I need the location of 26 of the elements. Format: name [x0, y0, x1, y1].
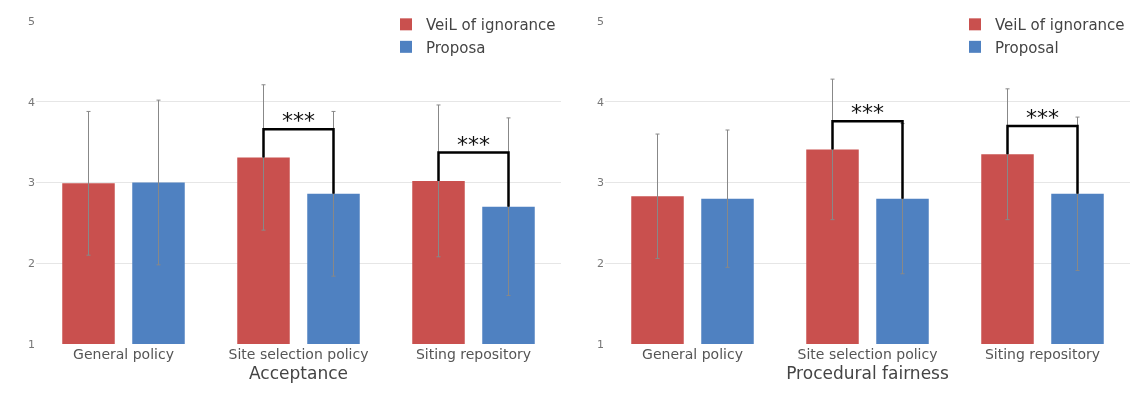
y-tick-label: 1 [28, 337, 35, 351]
legend-label: Proposa [426, 38, 486, 57]
x-tick-label: Site selection policy [797, 346, 938, 362]
legend-label: Proposal [995, 38, 1059, 57]
y-tick-label: 4 [597, 95, 604, 109]
annotation: *** [851, 100, 884, 125]
y-tick-label: 3 [597, 176, 604, 190]
annotation: *** [457, 132, 490, 157]
annotation: *** [282, 108, 315, 133]
legend-label: VeiL of ignorance [995, 16, 1125, 35]
y-tick-label: 3 [28, 176, 35, 190]
y-tick-label: 5 [28, 14, 35, 28]
annotation: *** [1026, 105, 1059, 130]
y-tick-label: 2 [28, 257, 35, 271]
x-tick-label: Siting repository [984, 346, 1101, 362]
x-tick-label: Site selection policy [228, 346, 369, 362]
y-tick-label: 4 [28, 95, 35, 109]
x-axis-title: Acceptance [249, 363, 348, 384]
x-tick-label: Siting repository [415, 346, 532, 362]
y-tick-label: 5 [597, 14, 604, 28]
x-axis-title: Procedural fairness [786, 363, 949, 384]
legend-label: VeiL of ignorance [426, 16, 556, 35]
y-tick-label: 1 [597, 337, 604, 351]
y-tick-label: 2 [597, 257, 604, 271]
x-tick-label: General policy [642, 346, 743, 362]
x-tick-label: General policy [73, 346, 174, 362]
